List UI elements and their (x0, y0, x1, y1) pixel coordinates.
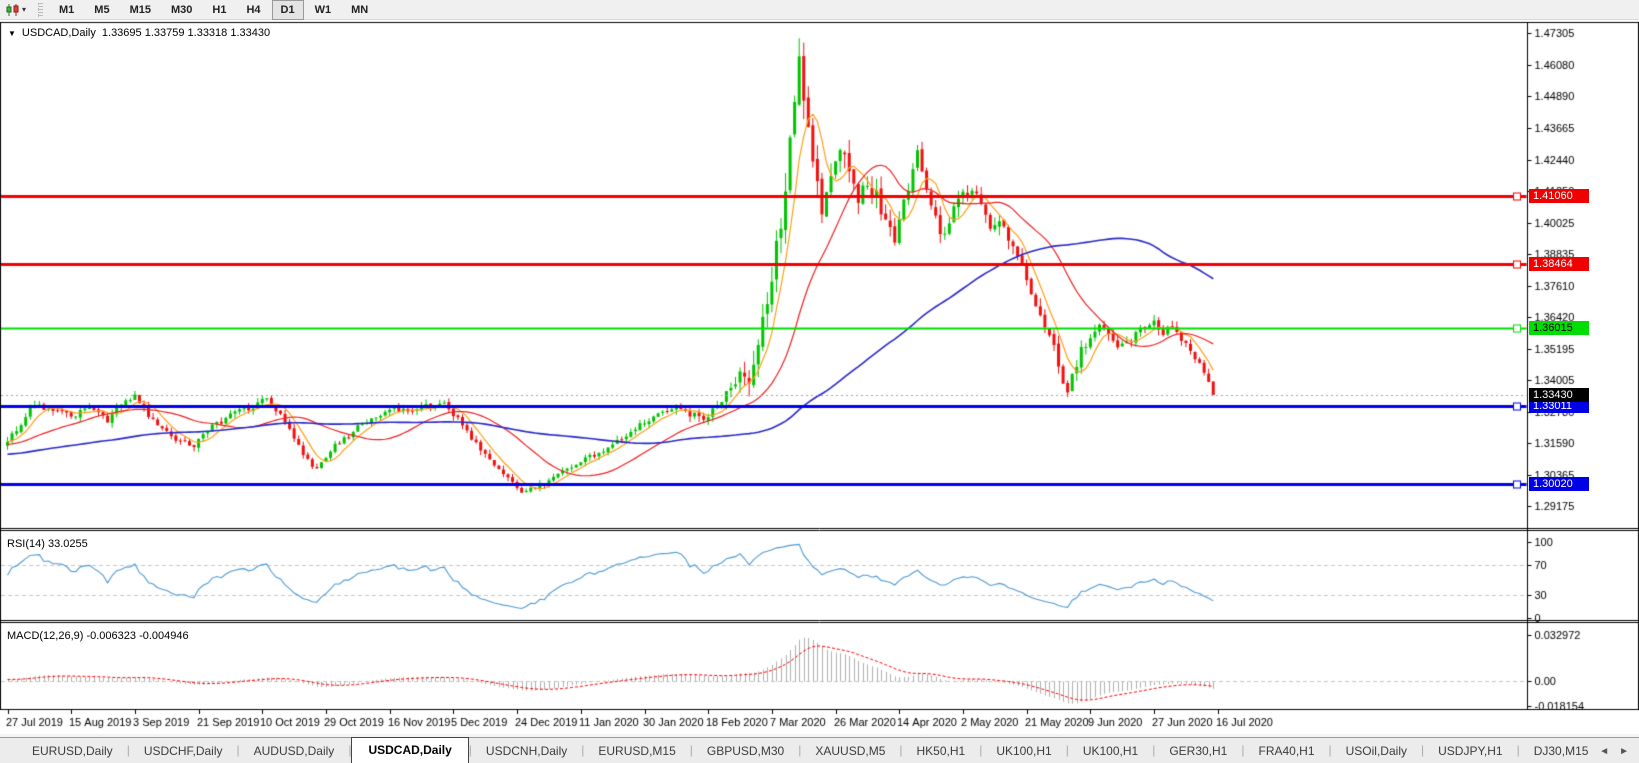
tab-gbpusd-m30[interactable]: GBPUSD,M30 (706, 744, 785, 758)
tab-separator: | (1241, 743, 1245, 757)
tab-separator: | (1065, 743, 1069, 757)
tf-button-w1[interactable]: W1 (314, 3, 332, 16)
tab-separator: | (348, 743, 352, 757)
toolbar-grip[interactable] (38, 2, 44, 17)
tab-separator: | (468, 743, 472, 757)
tab-separator: | (798, 743, 802, 757)
tf-button-h4[interactable]: H4 (246, 3, 261, 16)
current-price-label: 1.33430 (1529, 388, 1589, 402)
level-price-label: 1.38464 (1529, 257, 1589, 271)
chart-window: ▼ USDCAD,Daily 1.33695 1.33759 1.33318 1… (0, 20, 1639, 734)
tab-fra40-h1[interactable]: FRA40,H1 (1258, 744, 1315, 758)
tab-xauusd-m5[interactable]: XAUUSD,M5 (815, 744, 886, 758)
level-price-label: 1.36015 (1529, 321, 1589, 335)
chart-symbol-label: USDCAD,Daily (21, 27, 96, 39)
tab-separator: | (1152, 743, 1156, 757)
tf-button-mn[interactable]: MN (351, 3, 369, 16)
chart-title: ▼ USDCAD,Daily 1.33695 1.33759 1.33318 1… (8, 27, 270, 39)
tab-uk100-h1[interactable]: UK100,H1 (996, 744, 1052, 758)
macd-indicator-label: MACD(12,26,9) -0.006323 -0.004946 (7, 630, 189, 642)
tab-usoil-daily[interactable]: USOil,Daily (1345, 744, 1407, 758)
tab-separator: | (899, 743, 903, 757)
tab-separator: | (1516, 743, 1520, 757)
tab-usdcnh-daily[interactable]: USDCNH,Daily (485, 744, 568, 758)
rsi-indicator-label: RSI(14) 33.0255 (7, 538, 88, 550)
level-price-label: 1.30020 (1529, 477, 1589, 491)
chart-tabs: EURUSD,Daily | USDCHF,Daily | AUDUSD,Daily | U… (0, 737, 1599, 763)
scroll-right-icon[interactable]: ► (1619, 746, 1629, 757)
tab-hk50-h1[interactable]: HK50,H1 (916, 744, 966, 758)
tab-uk100-h1[interactable]: UK100,H1 (1082, 744, 1139, 758)
tf-button-m15[interactable]: M15 (129, 3, 151, 16)
tab-usdjpy-h1[interactable]: USDJPY,H1 (1438, 744, 1503, 758)
tf-button-h1[interactable]: H1 (212, 3, 227, 16)
tab-scroll-arrows: ◄ ► (1599, 746, 1639, 763)
collapse-arrow-icon[interactable]: ▼ (8, 28, 16, 38)
tf-button-d1[interactable]: D1 (271, 0, 304, 20)
tab-separator: | (581, 743, 585, 757)
timeframe-toolbar: ▾ M1 M5 M15 M30 H1 H4 D1 W1 MN (0, 0, 1639, 20)
price-chart-canvas[interactable] (0, 20, 1639, 734)
chart-tabs-bar: EURUSD,Daily | USDCHF,Daily | AUDUSD,Daily | U… (0, 737, 1639, 763)
tab-audusd-daily[interactable]: AUDUSD,Daily (253, 744, 335, 758)
tab-ger30-h1[interactable]: GER30,H1 (1169, 744, 1228, 758)
tab-usdchf-daily[interactable]: USDCHF,Daily (143, 744, 223, 758)
tab-eurusd-daily[interactable]: EURUSD,Daily (32, 744, 113, 758)
tf-button-m1[interactable]: M1 (59, 3, 75, 16)
candlestick-chart-icon (6, 3, 19, 16)
level-price-label: 1.33011 (1529, 399, 1589, 413)
tab-usdcad-daily[interactable]: USDCAD,Daily (351, 737, 469, 763)
tf-button-m5[interactable]: M5 (94, 3, 110, 16)
chart-type-button[interactable]: ▾ (0, 1, 32, 19)
tab-separator: | (126, 743, 130, 757)
tab-separator: | (1420, 743, 1425, 757)
timeframe-buttons: M1 M5 M15 M30 H1 H4 D1 W1 MN (49, 0, 378, 20)
scroll-left-icon[interactable]: ◄ (1599, 746, 1610, 757)
tab-separator: | (979, 743, 983, 757)
tab-separator: | (1328, 743, 1332, 757)
tab-separator: | (236, 743, 240, 757)
tab-dj30-m15[interactable]: DJ30,M15 (1533, 744, 1589, 758)
tab-eurusd-m15[interactable]: EURUSD,M15 (598, 744, 676, 758)
level-price-label: 1.41060 (1529, 189, 1589, 203)
tf-button-m30[interactable]: M30 (170, 3, 193, 16)
chevron-down-icon: ▾ (22, 5, 27, 14)
tab-separator: | (689, 743, 693, 757)
chart-ohlc-values: 1.33695 1.33759 1.33318 1.33430 (101, 27, 271, 39)
